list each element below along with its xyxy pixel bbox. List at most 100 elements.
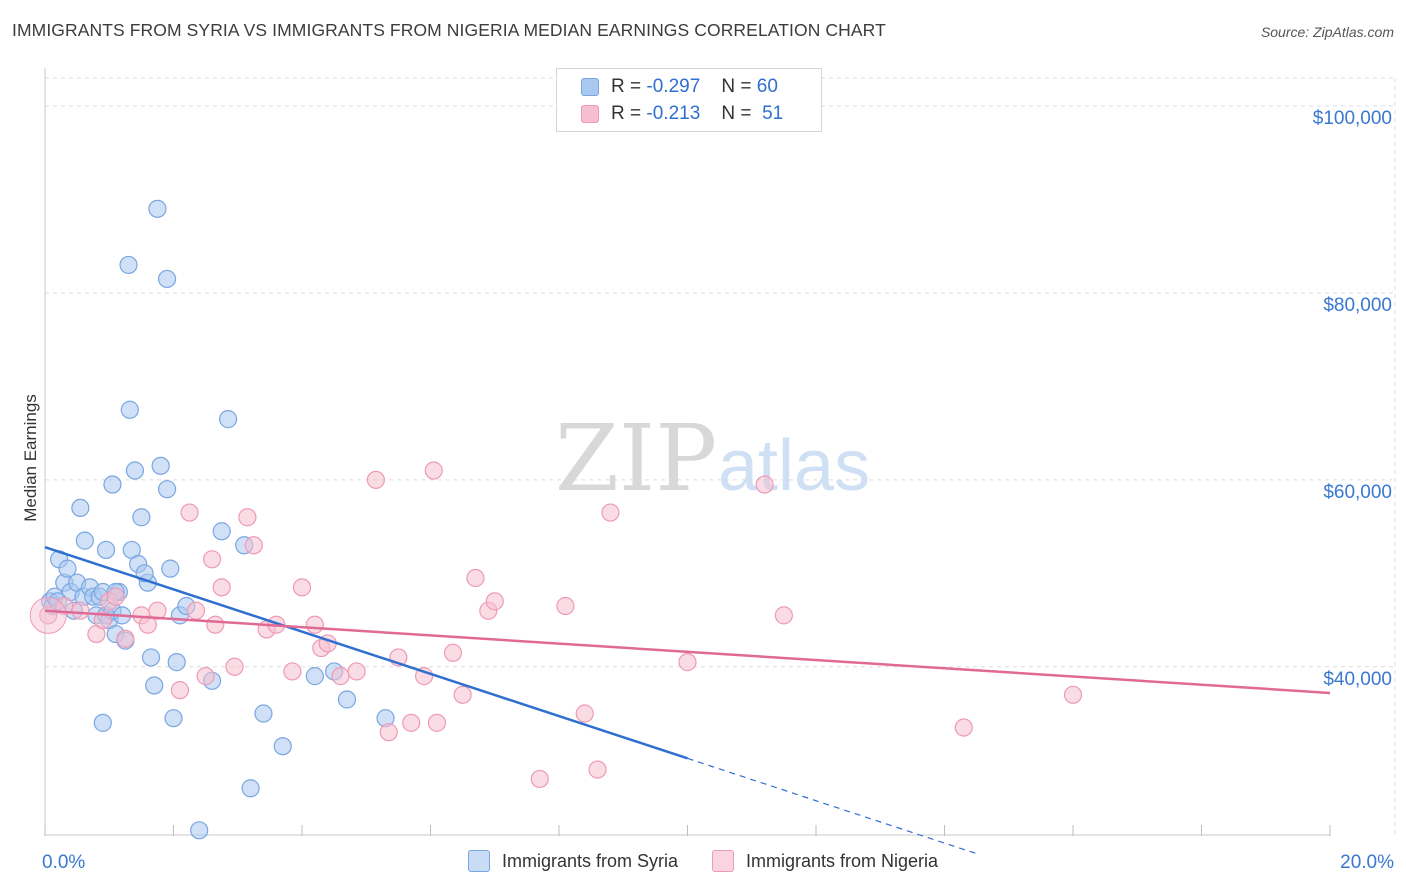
syria-point	[219, 410, 238, 429]
syria-point	[132, 508, 151, 527]
syria-point	[103, 475, 122, 494]
syria-swatch	[467, 850, 490, 872]
series-legend: Immigrants from Syria Immigrants from Ni…	[0, 850, 1406, 872]
syria-trend-extension	[687, 757, 977, 855]
r-value: -0.213	[646, 103, 701, 124]
syria-trend-line	[44, 545, 688, 760]
nigeria-point	[366, 470, 385, 489]
y-tick-label: $80,000	[1323, 295, 1392, 316]
nigeria-point	[443, 643, 463, 662]
syria-point	[190, 821, 209, 840]
syria-point	[125, 461, 145, 480]
nigeria-point	[485, 592, 504, 611]
nigeria-swatch	[711, 850, 734, 872]
correlation-legend: R = -0.297 N = 60 R = -0.213 N = 51	[556, 68, 822, 132]
nigeria-point	[106, 587, 125, 606]
nigeria-point	[206, 615, 225, 634]
chart-title: IMMIGRANTS FROM SYRIA VS IMMIGRANTS FROM…	[12, 20, 886, 40]
syria-point	[96, 540, 116, 560]
nigeria-point	[283, 662, 302, 681]
legend-label-syria: Immigrants from Syria	[501, 850, 678, 871]
syria-point	[167, 653, 186, 672]
nigeria-point	[530, 769, 549, 789]
nigeria-point	[678, 653, 697, 672]
nigeria-point	[148, 601, 167, 620]
nigeria-point	[427, 713, 447, 732]
nigeria-point	[347, 662, 366, 681]
y-tick-label: $60,000	[1323, 482, 1392, 503]
watermark-atlas: atlas	[718, 426, 870, 506]
nigeria-point	[238, 508, 257, 527]
syria-point	[93, 713, 112, 732]
watermark: ZIP atlas	[555, 405, 870, 512]
syria-point	[337, 690, 357, 709]
syria-point	[161, 559, 180, 578]
nigeria-point	[186, 601, 206, 620]
nigeria-point	[1063, 685, 1083, 704]
nigeria-point	[292, 578, 312, 597]
nigeria-swatch	[581, 105, 599, 123]
legend-item-nigeria: Immigrants from Nigeria	[711, 850, 938, 872]
syria-point	[119, 255, 138, 275]
r-value: -0.297	[646, 76, 701, 97]
r-label: R =	[611, 76, 642, 97]
nigeria-point	[402, 713, 421, 732]
syria-point	[120, 400, 139, 419]
nigeria-trend-line	[44, 609, 1331, 695]
nigeria-point	[601, 503, 620, 522]
nigeria-point	[466, 568, 485, 588]
syria-point	[241, 779, 260, 798]
nigeria-point	[331, 667, 350, 686]
syria-point	[273, 737, 292, 756]
nigeria-point	[244, 536, 263, 555]
syria-point	[305, 667, 324, 686]
syria-point	[164, 709, 183, 728]
nigeria-point	[305, 615, 324, 634]
source-label: Source: ZipAtlas.com	[1260, 24, 1394, 40]
nigeria-point	[225, 657, 244, 676]
n-value: 60	[756, 76, 778, 97]
nigeria-point	[29, 596, 67, 634]
nigeria-point	[71, 601, 90, 620]
syria-point	[151, 456, 170, 475]
syria-point	[212, 522, 231, 541]
nigeria-point	[379, 723, 398, 742]
nigeria-point	[170, 681, 190, 700]
syria-swatch	[581, 78, 599, 96]
syria-point	[141, 648, 161, 667]
legend-row-syria: R = -0.297 N = 60	[581, 75, 778, 99]
y-axis-label: Median Earnings	[21, 394, 40, 522]
n-label: N =	[721, 76, 752, 97]
syria-point	[75, 531, 94, 550]
nigeria-point	[202, 550, 222, 569]
r-label: R =	[611, 103, 642, 124]
syria-point	[145, 676, 164, 695]
y-tick-label: $40,000	[1323, 669, 1392, 690]
syria-point	[157, 269, 177, 289]
nigeria-point	[116, 629, 135, 648]
nigeria-point	[954, 718, 973, 737]
nigeria-point	[575, 704, 594, 723]
axis-layer: $40,000 $60,000 $80,000 $100,000 0.0% 20.0%	[42, 68, 1394, 873]
n-label: N =	[721, 103, 752, 124]
syria-point	[58, 559, 77, 578]
x-tick-label: 20.0%	[1340, 852, 1394, 873]
y-tick-label: $100,000	[1313, 108, 1392, 129]
nigeria-point	[180, 503, 199, 522]
legend-row-nigeria: R = -0.213 N = 51	[581, 102, 783, 126]
nigeria-point	[774, 606, 793, 625]
legend-item-syria: Immigrants from Syria	[467, 850, 678, 872]
nigeria-point	[212, 578, 231, 597]
nigeria-point	[556, 596, 575, 616]
syria-point	[148, 199, 167, 218]
syria-point	[157, 480, 177, 499]
nigeria-point	[755, 475, 774, 494]
nigeria-point	[453, 685, 472, 704]
points-layer	[29, 199, 1083, 840]
syria-point	[71, 498, 90, 518]
nigeria-point	[196, 667, 215, 686]
nigeria-point	[588, 760, 607, 779]
syria-point	[254, 704, 273, 723]
watermark-zip: ZIP	[555, 405, 717, 512]
